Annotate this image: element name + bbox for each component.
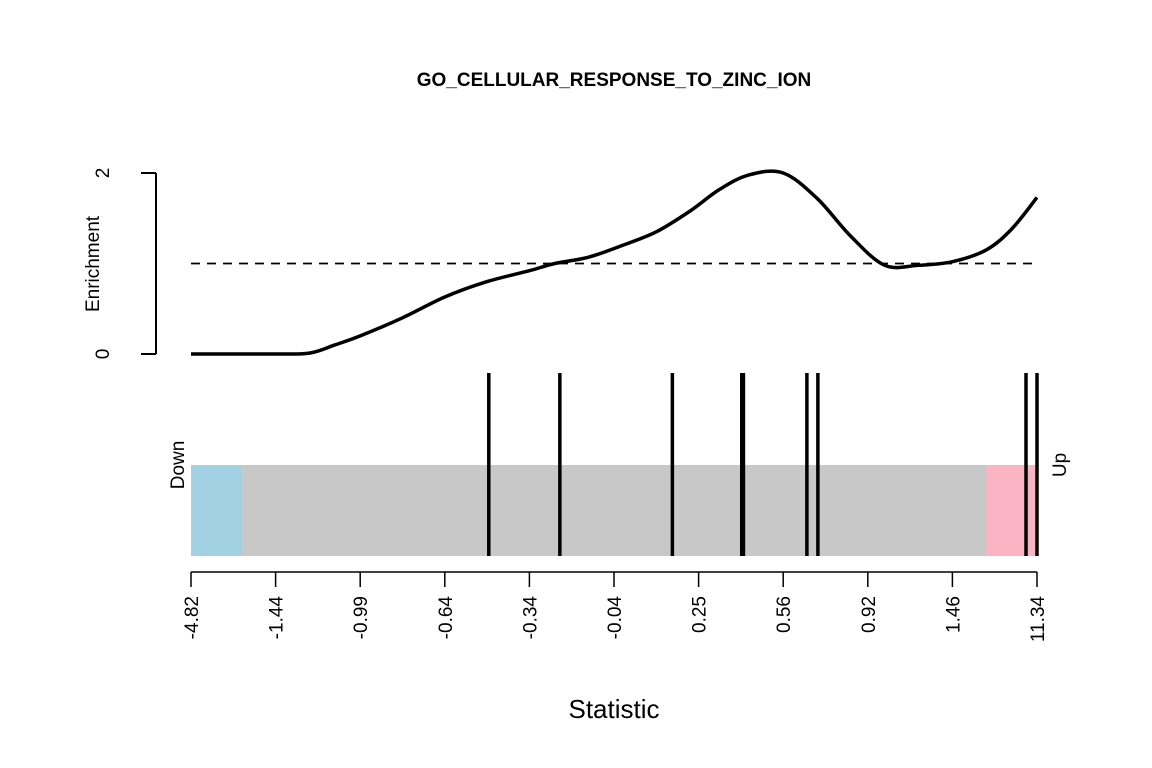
chart-title: GO_CELLULAR_RESPONSE_TO_ZINC_ION xyxy=(417,70,812,91)
x-tick-label: -0.04 xyxy=(605,596,626,640)
up-label: Up xyxy=(1050,453,1071,477)
x-tick-label: 0.25 xyxy=(690,596,711,633)
y-axis-label: Enrichment xyxy=(83,215,104,312)
x-axis-ticks: -4.82 -1.44 -0.99 -0.64 -0.34 -0.04 0.25 0.56 0.… xyxy=(182,572,1049,642)
rank-bar-down xyxy=(191,465,242,556)
enrichment-panel: 02 Enrichment xyxy=(83,168,1039,360)
x-tick-label: -4.82 xyxy=(182,596,203,639)
enrichment-curve xyxy=(190,169,1039,356)
rank-bar-middle xyxy=(191,465,1037,556)
y-tick-label: 2 xyxy=(93,168,114,179)
x-axis: -4.82 -1.44 -0.99 -0.64 -0.34 -0.04 0.25 0.56 0.… xyxy=(182,571,1049,724)
x-tick-label: -0.64 xyxy=(436,596,457,640)
rank-bar-up xyxy=(986,465,1037,556)
x-tick-label: -0.99 xyxy=(351,596,372,639)
down-label: Down xyxy=(168,441,189,490)
x-tick-label: 0.92 xyxy=(859,596,880,633)
x-axis-label: Statistic xyxy=(568,694,659,724)
x-tick-label: 1.46 xyxy=(943,596,964,633)
y-axis-ticks: 02 xyxy=(93,168,156,360)
x-tick-label: -1.44 xyxy=(267,596,288,640)
x-tick-label: 11.34 xyxy=(1028,596,1049,643)
x-tick-label: -0.34 xyxy=(520,596,541,640)
y-tick-label: 0 xyxy=(93,349,114,360)
x-tick-label: 0.56 xyxy=(774,596,795,633)
gene-tick-group xyxy=(487,373,1039,556)
rank-panel: Down Up xyxy=(168,373,1071,556)
